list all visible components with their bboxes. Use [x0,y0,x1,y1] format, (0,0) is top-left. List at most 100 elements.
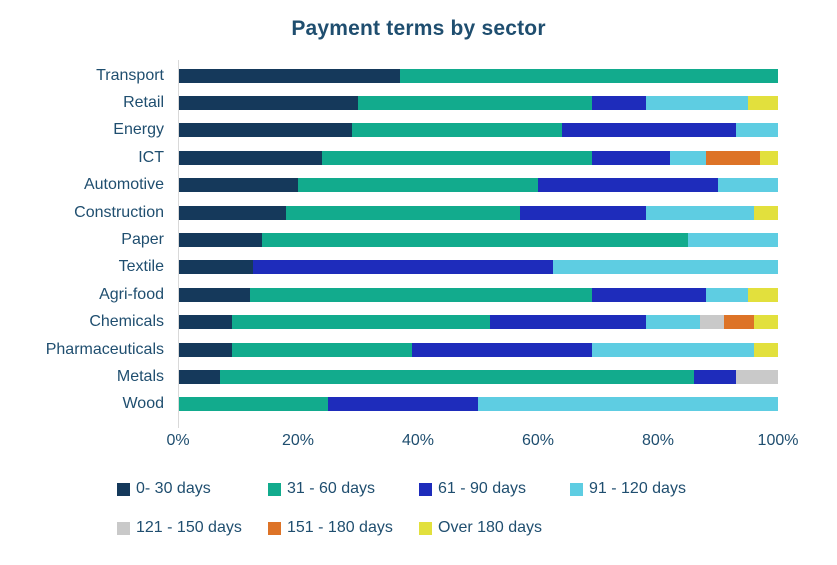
x-axis-tick-label: 0% [166,432,190,450]
legend-swatch [419,521,432,535]
bar-segment [646,96,748,111]
bar-segment [298,178,538,193]
bar-segment [736,369,778,384]
bar-segment [220,369,694,384]
legend-label: 91 - 120 days [589,480,686,498]
x-axis-tick-label: 60% [521,432,555,450]
legend-label: 121 - 150 days [136,519,242,537]
legend-label: 31 - 60 days [287,480,376,498]
bar-segment [178,123,352,138]
bar-segment [736,123,778,138]
category-label: Construction [74,203,164,221]
legend-row: 0- 30 days 31 - 60 days 61 - 90 days 91 - 1… [117,480,837,498]
chart-row: ICT [0,144,837,171]
legend-item: Over 180 days [419,519,570,537]
bar-segment [232,315,490,330]
category-label: Metals [116,367,164,385]
bar-segment [178,342,232,357]
bar-track [178,68,778,83]
legend: 0- 30 days 31 - 60 days 61 - 90 days 91 - 1… [117,480,837,537]
bar-track [178,369,778,384]
bar-segment [754,205,778,220]
bar-segment [646,205,754,220]
bar-segment [178,315,232,330]
chart-title: Payment terms by sector [291,17,546,40]
bar-segment [592,287,706,302]
bar-segment [178,260,253,275]
bar-track [178,342,778,357]
legend-item: 0- 30 days [117,480,268,498]
chart-row: Transport [0,62,837,89]
chart-row: Pharmaceuticals [0,336,837,363]
category-label: Chemicals [89,313,164,331]
bar-segment [178,287,250,302]
category-label: Paper [121,231,164,249]
category-label: Pharmaceuticals [45,340,164,358]
chart-row: Construction [0,199,837,226]
category-label: Agri-food [99,285,164,303]
bar-segment [706,287,748,302]
chart-row: Agri-food [0,281,837,308]
bar-segment [694,369,736,384]
bar-segment [760,150,778,165]
bar-segment [646,315,700,330]
chart-row: Automotive [0,172,837,199]
legend-item: 121 - 150 days [117,519,268,537]
x-axis-tick-label: 40% [401,432,435,450]
bar-segment [178,397,328,412]
bar-segment [748,287,778,302]
bar-segment [358,96,592,111]
bar-track [178,123,778,138]
bar-segment [670,150,706,165]
bar-segment [724,315,754,330]
legend-swatch [268,521,281,535]
bar-segment [262,233,688,248]
bar-track [178,397,778,412]
chart-row: Wood [0,391,837,418]
bar-segment [706,150,760,165]
chart-row: Energy [0,117,837,144]
legend-row: 121 - 150 days 151 - 180 days Over 180 day… [117,519,837,537]
bar-track [178,150,778,165]
x-axis-tick-label: 20% [281,432,315,450]
bar-track [178,260,778,275]
bar-segment [178,205,286,220]
bar-segment [250,287,592,302]
bar-segment [538,178,718,193]
legend-label: 61 - 90 days [438,480,527,498]
bar-segment [412,342,592,357]
legend-swatch [268,482,281,496]
x-axis-tick-label: 100% [757,432,799,450]
bar-segment [592,150,670,165]
bar-track [178,205,778,220]
bar-segment [352,123,562,138]
bar-segment [322,150,592,165]
chart-row: Chemicals [0,309,837,336]
legend-swatch [570,482,583,496]
bar-segment [178,150,322,165]
chart-row: Textile [0,254,837,281]
bar-segment [478,397,778,412]
chart-row: Metals [0,363,837,390]
bar-segment [754,342,778,357]
bar-track [178,315,778,330]
category-label: Energy [113,121,164,139]
category-label: Textile [118,258,164,276]
legend-item: 31 - 60 days [268,480,419,498]
bar-segment [718,178,778,193]
category-label: Transport [96,66,164,84]
bar-segment [700,315,724,330]
legend-swatch [419,482,432,496]
chart-row: Paper [0,226,837,253]
bar-segment [253,260,553,275]
bar-track [178,233,778,248]
chart-row: Retail [0,89,837,116]
legend-item: 151 - 180 days [268,519,419,537]
bar-segment [286,205,520,220]
plot-area: Transport Retail Energy ICT Automotive Constr… [0,60,837,454]
bar-track [178,287,778,302]
bar-segment [754,315,778,330]
category-label: ICT [138,148,164,166]
bar-segment [178,68,400,83]
